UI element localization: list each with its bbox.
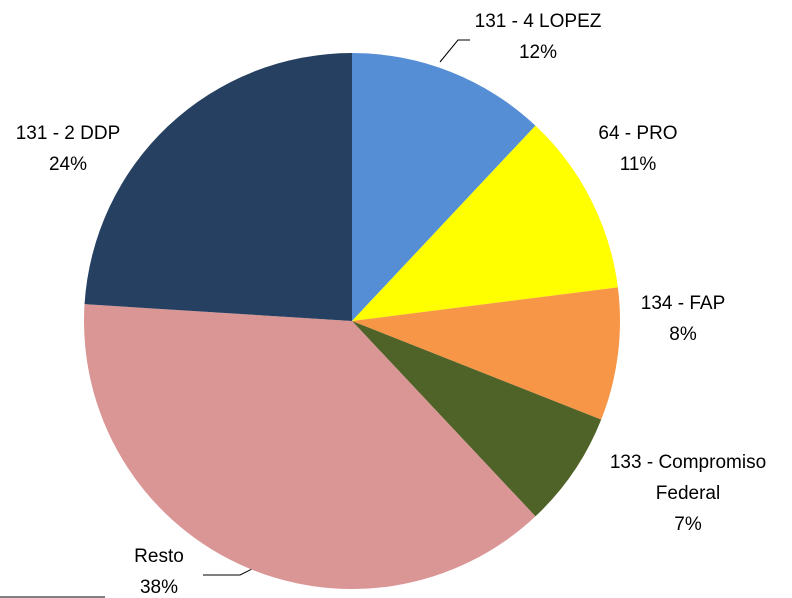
slice-label: 134 - FAP <box>641 293 726 314</box>
pie-slice <box>352 125 618 321</box>
pie-slice <box>84 53 352 321</box>
pie-slice <box>352 53 536 321</box>
slice-value-label: 12% <box>519 42 557 63</box>
slice-label: 131 - 4 LOPEZ <box>475 11 602 32</box>
slice-value-label: 7% <box>674 514 702 535</box>
slice-label: Resto <box>134 546 184 567</box>
pie-slice <box>352 287 620 420</box>
pie-slice <box>352 321 602 517</box>
slice-value-label: 38% <box>140 577 178 598</box>
pie-slice <box>83 304 536 589</box>
slice-label: 131 - 2 DDP <box>16 123 121 144</box>
slice-value-label: 11% <box>620 154 657 175</box>
slice-value-label: 24% <box>49 154 87 175</box>
slice-label: 64 - PRO <box>598 123 677 144</box>
leader-line <box>439 39 470 63</box>
slice-value-label: 8% <box>669 324 697 345</box>
slice-label: 133 - Compromiso Federal <box>610 452 766 504</box>
